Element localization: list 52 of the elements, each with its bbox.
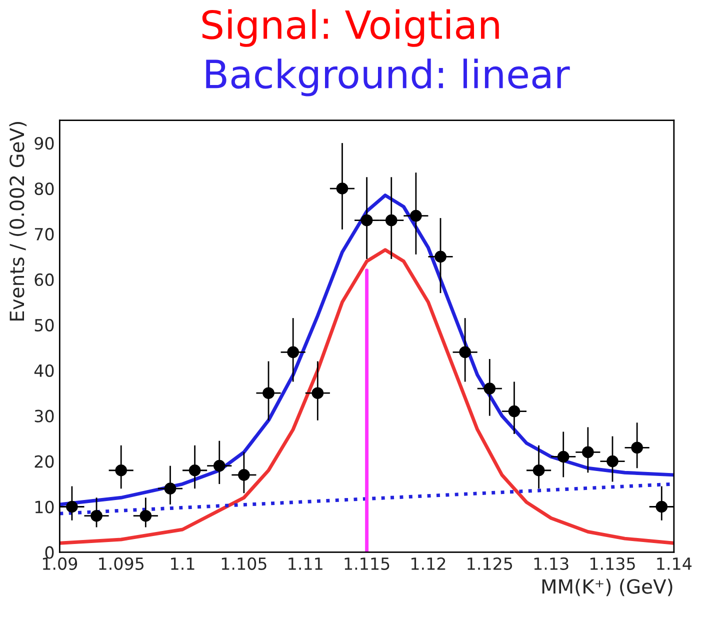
chart-subtitle: Background: linear bbox=[206, 58, 570, 96]
point bbox=[140, 510, 152, 522]
x-tick-label: 1.115 bbox=[344, 558, 390, 570]
point bbox=[336, 182, 348, 194]
line-series bbox=[60, 248, 674, 545]
point bbox=[90, 510, 102, 522]
y-tick-label: 90 bbox=[34, 137, 54, 150]
point bbox=[188, 464, 201, 476]
point bbox=[66, 500, 78, 513]
point bbox=[385, 214, 398, 226]
x-tick-label: 1.125 bbox=[468, 557, 512, 570]
point bbox=[115, 464, 127, 476]
y-tick-label: 80 bbox=[34, 182, 54, 196]
point bbox=[262, 387, 274, 399]
x-tick-label: 1.105 bbox=[222, 557, 266, 570]
y-axis-title: Events / (0.002 GeV) bbox=[9, 122, 27, 320]
point bbox=[459, 346, 471, 358]
x-tick-label: 1.14 bbox=[657, 558, 692, 570]
y-tick-label: 50 bbox=[34, 318, 54, 332]
point bbox=[312, 387, 324, 399]
point bbox=[213, 460, 226, 472]
y-tick-label: 70 bbox=[34, 228, 54, 241]
x-tick-label: 1.13 bbox=[534, 557, 568, 570]
y-tick-label: 60 bbox=[34, 273, 54, 286]
x-tick-label: 1.135 bbox=[590, 557, 635, 570]
x-tick-label: 1.095 bbox=[99, 557, 144, 570]
x-tick-label: 1.12 bbox=[411, 557, 446, 570]
y-tick-label: 20 bbox=[34, 455, 54, 468]
y-tick-label: 0 bbox=[45, 546, 54, 559]
chart-title: Signal: Voigtian bbox=[202, 9, 499, 47]
y-tick-label: 30 bbox=[34, 410, 54, 422]
x-tick-label: 1.11 bbox=[288, 558, 322, 570]
x-tick-label: 1.09 bbox=[42, 557, 78, 570]
point bbox=[238, 469, 250, 481]
point bbox=[631, 442, 643, 454]
point bbox=[484, 382, 496, 394]
y-tick-label: 40 bbox=[34, 364, 54, 377]
point bbox=[582, 446, 594, 458]
point bbox=[434, 250, 446, 263]
point bbox=[164, 482, 176, 494]
point bbox=[606, 455, 618, 468]
x-tick-label: 1.1 bbox=[171, 558, 194, 570]
point bbox=[557, 450, 570, 463]
point bbox=[508, 405, 520, 418]
line-series bbox=[60, 194, 674, 506]
point bbox=[532, 464, 545, 476]
point bbox=[287, 346, 299, 358]
point bbox=[360, 214, 373, 226]
y-tick-label: 10 bbox=[35, 500, 54, 514]
point bbox=[410, 210, 422, 222]
x-axis-title: MM(K⁺) (GeV) bbox=[542, 578, 672, 596]
point bbox=[656, 500, 668, 513]
